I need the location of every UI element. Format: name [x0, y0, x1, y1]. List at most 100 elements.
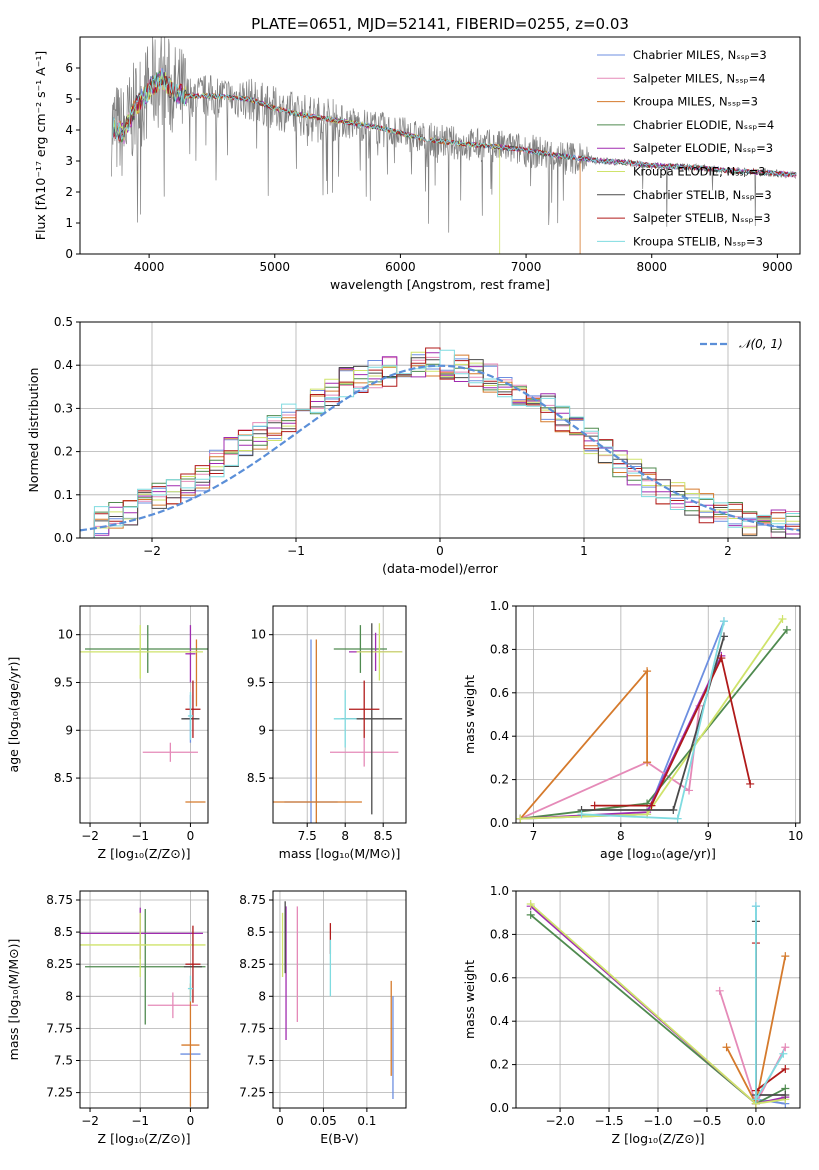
y-tick-label: 4 [65, 123, 73, 137]
y-tick-label: 7.75 [46, 1021, 73, 1035]
axes-mass-vs-age: 7.5 8 8.5 8.5 9 9.5 10 mass [log₁₀(M/M⊙)] [247, 605, 407, 861]
x-tick-label: 9000 [762, 260, 793, 274]
x-tick-label: 8.5 [374, 829, 393, 843]
y-axis-label: Normed distribution [26, 368, 41, 493]
series-kroupa-elodie-marker [526, 900, 535, 909]
axes-frame [79, 321, 801, 539]
series-salpeter-stelib-marker [717, 654, 726, 663]
plot-age-vs-mass-weight [516, 615, 791, 823]
y-tick-label: 8.75 [239, 893, 266, 907]
axes-frame [515, 890, 801, 1109]
series-kroupa-miles-marker [722, 1043, 731, 1052]
y-tick-label: 0.2 [54, 445, 73, 459]
x-tick-label: 0.0 [746, 1114, 765, 1128]
series-chabrier-elodie-line [520, 629, 788, 820]
series-salpeter-stelib-line [594, 655, 752, 807]
y-tick-label: 0.1 [54, 488, 73, 502]
x-tick-label: −1 [131, 829, 149, 843]
y-tick-label: 7.5 [247, 1053, 266, 1067]
series-chabrier-stelib-line [755, 921, 786, 1096]
y-axis-label: mass [log₁₀(M/M⊙)] [6, 939, 21, 1061]
x-tick-label: 0 [187, 829, 195, 843]
x-tick-label: 0 [436, 544, 444, 558]
residual-histogram-salpeter-elodie [87, 352, 800, 538]
y-tick-label: 0.6 [490, 971, 509, 985]
legend-label: Chabrier MILES, Nₛₛₚ=3 [633, 48, 767, 62]
y-tick-label: 7.75 [239, 1021, 266, 1035]
y-tick-label: 0.8 [490, 642, 509, 656]
series-salpeter-miles-marker [715, 986, 724, 995]
y-tick-label: 8.25 [239, 957, 266, 971]
axes-frame [79, 605, 209, 824]
errorbar-salpeter-miles [147, 992, 198, 1019]
x-axis-label: age [log₁₀(age/yr)] [600, 846, 716, 861]
x-axis-label: wavelength [Angstrom, rest frame] [330, 277, 550, 292]
series-salpeter-stelib-marker [647, 801, 656, 810]
y-tick-label: 0.4 [54, 358, 73, 372]
series-chabrier-elodie-marker [526, 910, 535, 919]
x-tick-label: 0 [276, 1114, 284, 1128]
series-kroupa-stelib-marker [673, 814, 682, 823]
model-kroupa-stelib-line [112, 68, 797, 178]
x-tick-label: 6000 [385, 260, 416, 274]
series-kroupa-miles-line [519, 668, 648, 820]
errorbar-kroupa-miles [181, 983, 200, 1107]
errorbar-kroupa-stelib [187, 692, 193, 740]
y-tick-label: 8.25 [46, 957, 73, 971]
plot-mass-vs-age [273, 623, 403, 823]
x-tick-label: −2 [81, 829, 99, 843]
legend-label: Salpeter MILES, Nₛₛₚ=4 [633, 71, 766, 85]
y-tick-label: 0.2 [490, 773, 509, 787]
errorbar-chabrier-elodie [333, 625, 387, 673]
legend-label: Salpeter ELODIE, Nₛₛₚ=3 [633, 141, 773, 155]
y-tick-label: 8.5 [54, 925, 73, 939]
y-axis-label: age [log₁₀(age/yr)] [6, 657, 21, 773]
plot-e-b-v-vs-mass [281, 901, 394, 1100]
errorbar-kroupa-stelib [333, 690, 357, 748]
axes-residual-histogram: −2 −1 0 1 2 0.0 0.1 0.2 0.3 0.4 0.5 (data-model)/er… [26, 315, 801, 576]
figure-title: PLATE=0651, MJD=52141, FIBERID=0255, z=0… [251, 15, 629, 33]
y-tick-label: 8.5 [54, 771, 73, 785]
y-tick-label: 0.8 [490, 927, 509, 941]
series-kroupa-stelib-marker [779, 1049, 788, 1058]
x-tick-label: −1.0 [643, 1114, 672, 1128]
x-tick-label: 10 [788, 829, 803, 843]
y-tick-label: 0.0 [54, 531, 73, 545]
series-salpeter-miles-marker [685, 786, 694, 795]
axes-frame [515, 605, 801, 824]
axes-frame [79, 36, 801, 255]
series-salpeter-miles-marker [781, 1043, 790, 1052]
y-tick-label: 8 [258, 989, 266, 1003]
x-tick-label: 4000 [134, 260, 165, 274]
plot-area: 4000 5000 6000 7000 8000 90000123456wavelengt… [6, 36, 803, 1146]
series-chabrier-elodie-marker [782, 625, 791, 634]
x-tick-label: −1.5 [594, 1114, 623, 1128]
y-tick-label: 0.5 [54, 315, 73, 329]
plot-z-vs-mass-weight [526, 900, 790, 1108]
series-kroupa-miles-marker [643, 667, 652, 676]
series-salpeter-stelib-marker [781, 1064, 790, 1073]
series-salpeter-stelib-marker [746, 779, 755, 788]
x-tick-label: −1 [287, 544, 305, 558]
legend-label: Kroupa STELIB, Nₛₛₚ=3 [633, 234, 763, 248]
y-tick-label: 8 [65, 989, 73, 1003]
errorbar-salpeter-elodie [185, 625, 196, 683]
x-tick-label: −1 [131, 1114, 149, 1128]
plot-spectrum [111, 37, 797, 254]
axes-age-vs-mass-weight: 7 8 9 10 0.0 0.2 0.4 0.6 0.8 1.0 age [log₁₀(age/yr… [462, 599, 803, 861]
legend-label: Salpeter STELIB, Nₛₛₚ=3 [633, 211, 771, 225]
y-tick-label: 0 [65, 247, 73, 261]
y-tick-label: 6 [65, 61, 73, 75]
errorbar-salpeter-stelib [349, 680, 380, 738]
gaussian-reference-line [80, 364, 800, 532]
series-kroupa-stelib-marker [751, 1095, 760, 1104]
y-tick-label: 7.25 [239, 1086, 266, 1100]
plot-z-vs-mass [80, 907, 206, 1107]
y-tick-label: 7.25 [46, 1086, 73, 1100]
y-tick-label: 1.0 [490, 884, 509, 898]
series-kroupa-miles-marker [643, 758, 652, 767]
x-tick-label: −2 [143, 544, 161, 558]
series-chabrier-stelib-marker [781, 1090, 790, 1099]
errorbar-salpeter-stelib [185, 925, 201, 1003]
